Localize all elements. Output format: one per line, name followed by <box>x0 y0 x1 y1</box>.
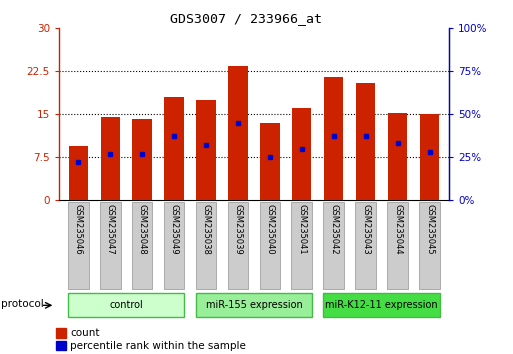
FancyBboxPatch shape <box>260 202 280 289</box>
Text: GSM235040: GSM235040 <box>265 204 274 255</box>
Text: miR-155 expression: miR-155 expression <box>206 300 302 310</box>
FancyBboxPatch shape <box>195 202 216 289</box>
FancyBboxPatch shape <box>195 293 312 317</box>
Text: GSM235048: GSM235048 <box>137 204 147 255</box>
Text: miR-K12-11 expression: miR-K12-11 expression <box>325 300 438 310</box>
Bar <box>101 117 120 200</box>
FancyBboxPatch shape <box>164 202 185 289</box>
Bar <box>324 77 343 200</box>
FancyBboxPatch shape <box>387 202 408 289</box>
Text: GSM235045: GSM235045 <box>425 204 434 255</box>
FancyBboxPatch shape <box>323 293 440 317</box>
Bar <box>260 123 280 200</box>
Text: GSM235042: GSM235042 <box>329 204 339 255</box>
FancyBboxPatch shape <box>291 202 312 289</box>
FancyBboxPatch shape <box>100 202 121 289</box>
Text: protocol: protocol <box>1 299 44 309</box>
Text: GSM235047: GSM235047 <box>106 204 114 255</box>
Bar <box>132 119 152 200</box>
Text: GSM235041: GSM235041 <box>298 204 306 255</box>
Bar <box>388 113 407 200</box>
Bar <box>292 108 311 200</box>
Bar <box>228 65 248 200</box>
FancyBboxPatch shape <box>419 202 440 289</box>
Text: control: control <box>109 300 143 310</box>
Bar <box>356 83 376 200</box>
Bar <box>420 114 439 200</box>
FancyBboxPatch shape <box>323 202 344 289</box>
Bar <box>69 145 88 200</box>
Text: GSM235043: GSM235043 <box>361 204 370 255</box>
Text: GSM235038: GSM235038 <box>202 204 210 255</box>
Text: GDS3007 / 233966_at: GDS3007 / 233966_at <box>170 12 322 25</box>
Text: GSM235044: GSM235044 <box>393 204 402 255</box>
Text: GSM235046: GSM235046 <box>74 204 83 255</box>
FancyBboxPatch shape <box>228 202 248 289</box>
FancyBboxPatch shape <box>356 202 376 289</box>
Bar <box>165 97 184 200</box>
FancyBboxPatch shape <box>68 202 89 289</box>
Text: GSM235049: GSM235049 <box>169 204 179 255</box>
Text: count: count <box>70 329 100 338</box>
FancyBboxPatch shape <box>132 202 152 289</box>
Text: GSM235039: GSM235039 <box>233 204 243 255</box>
Bar <box>196 100 215 200</box>
FancyBboxPatch shape <box>68 293 185 317</box>
Text: percentile rank within the sample: percentile rank within the sample <box>70 341 246 351</box>
